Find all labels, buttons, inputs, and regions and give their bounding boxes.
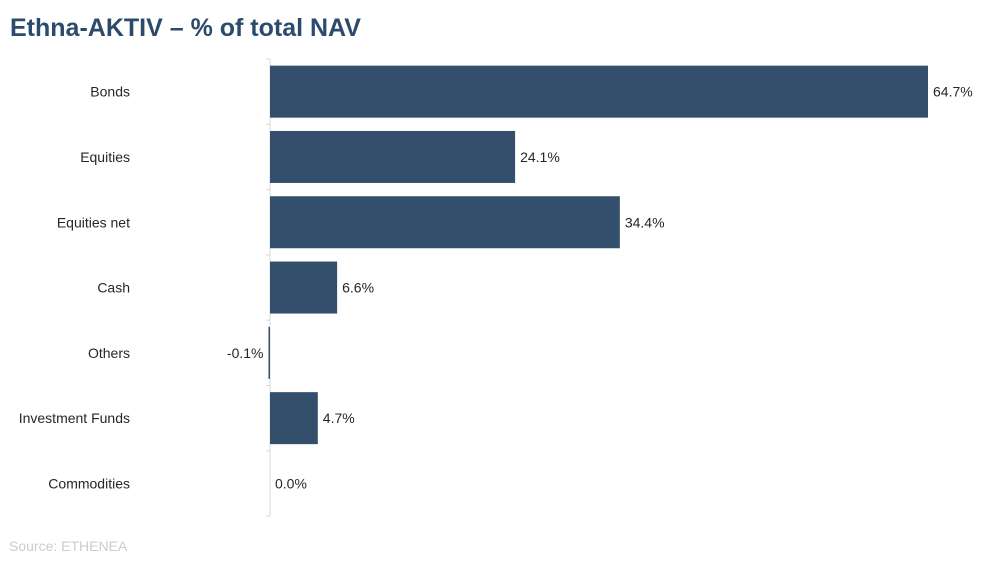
category-label: Others: [88, 345, 130, 361]
bar: [270, 392, 318, 445]
bar: [270, 130, 516, 183]
chart-title: Ethna-AKTIV – % of total NAV: [10, 14, 361, 42]
category-label: Equities: [80, 149, 130, 165]
category-label: Commodities: [48, 475, 130, 491]
data-label: 34.4%: [625, 214, 665, 230]
data-label: -0.1%: [227, 345, 264, 361]
category-label: Equities net: [57, 214, 130, 230]
data-label: 64.7%: [933, 84, 973, 100]
bar: [270, 65, 928, 118]
category-label: Bonds: [90, 84, 130, 100]
data-label: 24.1%: [520, 149, 560, 165]
bars-layer: [268, 65, 928, 445]
data-label: 0.0%: [275, 475, 307, 491]
bar: [268, 326, 270, 379]
data-label: 4.7%: [323, 410, 355, 426]
data-label: 6.6%: [342, 280, 374, 296]
bar: [270, 261, 338, 314]
category-label: Cash: [97, 280, 130, 296]
source-note: Source: ETHENEA: [9, 538, 128, 554]
axis-layer: [266, 58, 271, 517]
bar: [270, 196, 620, 249]
labels-layer: Bonds 64.7% Equities 24.1% Equities net 34.4%…: [19, 84, 973, 492]
category-label: Investment Funds: [19, 410, 130, 426]
